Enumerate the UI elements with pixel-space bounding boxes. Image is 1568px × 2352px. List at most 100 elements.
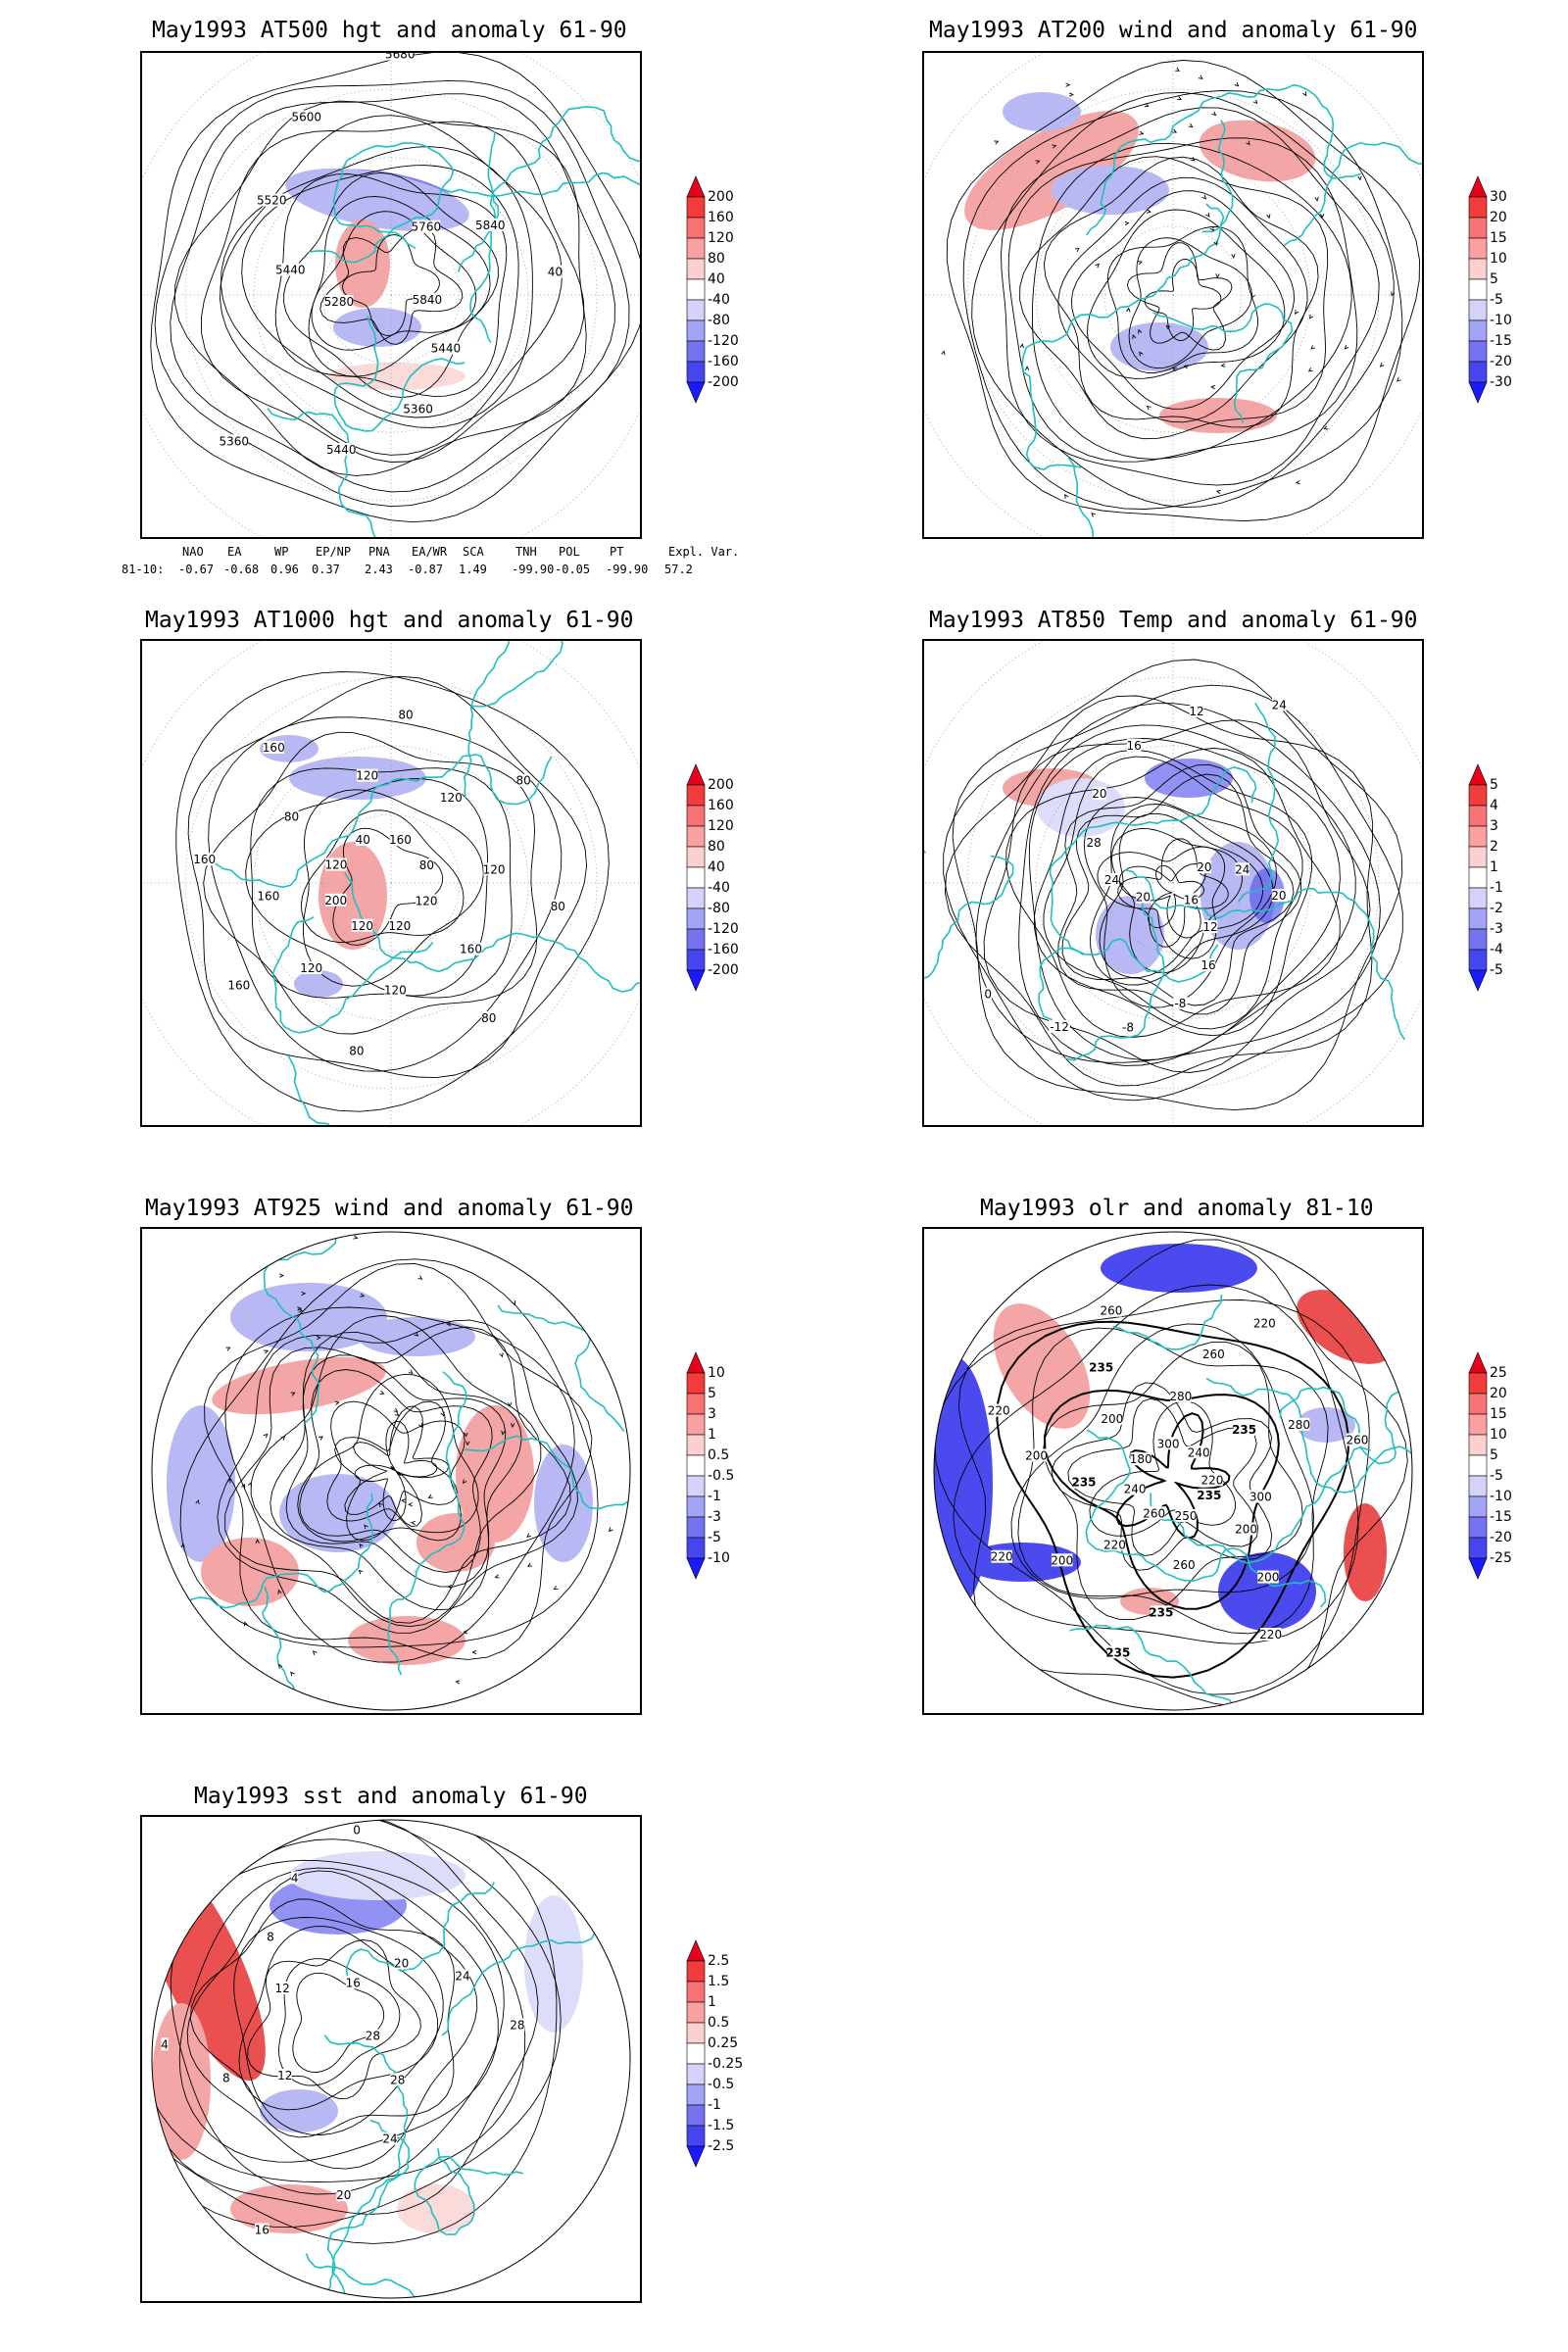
coastline bbox=[267, 408, 376, 537]
contour-label-bg bbox=[1049, 1019, 1070, 1033]
colorbar-label: 0.5 bbox=[708, 1447, 730, 1463]
contour-label: 20 bbox=[394, 1956, 409, 1970]
wind-arrow bbox=[1246, 140, 1250, 146]
wind-arrow bbox=[1165, 325, 1171, 330]
colorbar-swatch bbox=[686, 928, 706, 951]
colorbar-swatches bbox=[1468, 763, 1488, 992]
contour-label: 5280 bbox=[324, 295, 355, 309]
contour-line bbox=[1007, 137, 1358, 463]
colorbar-label: 1 bbox=[708, 1994, 716, 2010]
wind-arrow bbox=[353, 1235, 359, 1240]
contour-label: 80 bbox=[284, 809, 299, 823]
contour-label: 260 bbox=[1100, 1304, 1122, 1318]
contour-label: 260 bbox=[1143, 1506, 1165, 1520]
wind-arrow bbox=[379, 1390, 385, 1395]
wind-arrow bbox=[1172, 128, 1178, 133]
wind-arrow bbox=[1252, 99, 1258, 105]
contour-label: 220 bbox=[988, 1404, 1010, 1418]
contour-line bbox=[1117, 838, 1229, 948]
contour-line bbox=[245, 778, 488, 997]
contour-line bbox=[1043, 756, 1303, 1030]
contour-label: 5840 bbox=[475, 219, 506, 232]
panel-title: May1993 olr and anomaly 81-10 bbox=[980, 1196, 1374, 1221]
wind-arrow bbox=[1310, 345, 1316, 350]
contour-label-bg bbox=[366, 2029, 380, 2042]
wind-arrow bbox=[527, 1562, 532, 1567]
contour-label: 120 bbox=[388, 919, 411, 933]
colorbar-swatch bbox=[686, 278, 706, 301]
colorbar-swatch bbox=[1468, 1516, 1488, 1539]
contour-line bbox=[326, 1400, 466, 1542]
contour-line bbox=[274, 173, 508, 397]
contour-label-bg bbox=[255, 2223, 270, 2236]
contour-label-bg bbox=[1086, 836, 1102, 850]
wind-arrow bbox=[1215, 489, 1221, 495]
contour-label: 200 bbox=[1025, 1448, 1048, 1462]
colorbar-label: -1 bbox=[708, 1489, 721, 1504]
coastline bbox=[464, 1435, 630, 1544]
colorbar-swatch bbox=[1468, 928, 1488, 951]
contour-line bbox=[186, 1870, 478, 2170]
coastline bbox=[1067, 457, 1095, 537]
contour-label-bg bbox=[551, 899, 565, 912]
contour-label: 80 bbox=[516, 774, 531, 788]
colorbar-label: -15 bbox=[1490, 333, 1512, 349]
wind-arrow bbox=[1209, 226, 1214, 232]
contour-label-bg bbox=[1151, 1605, 1172, 1619]
contour-line bbox=[285, 1354, 507, 1588]
contour-label: 220 bbox=[1103, 1538, 1126, 1551]
anomaly-shading bbox=[230, 1283, 387, 1351]
colorbar-label: -3 bbox=[1490, 921, 1503, 937]
wind-arrow bbox=[280, 1435, 286, 1441]
anomaly-shading bbox=[397, 2184, 475, 2233]
contour-label-bg bbox=[416, 894, 437, 907]
map-rim bbox=[933, 1231, 1413, 1711]
colorbar-label: 10 bbox=[1490, 1427, 1507, 1443]
latitude-circle bbox=[1103, 225, 1243, 365]
colorbar-swatch bbox=[686, 887, 706, 909]
colorbar-label: -20 bbox=[1490, 354, 1512, 369]
colorbar-label: 1.5 bbox=[708, 1974, 730, 1989]
colorbar-swatch bbox=[686, 340, 706, 363]
colorbar-swatch bbox=[686, 2042, 706, 2065]
contour-label: 120 bbox=[351, 919, 373, 933]
contour-label-bg bbox=[1130, 1452, 1152, 1466]
wind-arrow bbox=[1211, 111, 1217, 117]
colorbar-swatch bbox=[1468, 1454, 1488, 1477]
contour-label: 5760 bbox=[412, 220, 442, 234]
contour-label-bg bbox=[1101, 1303, 1122, 1317]
contour-label-bg bbox=[382, 2132, 398, 2145]
contour-label-bg bbox=[385, 53, 415, 61]
colorbar-label: -0.5 bbox=[708, 1468, 735, 1484]
contour-label-bg bbox=[412, 220, 441, 233]
contour-label: 24 bbox=[1235, 862, 1250, 876]
contour-label-bg bbox=[1107, 1645, 1129, 1659]
contour-label-bg bbox=[991, 1549, 1012, 1563]
wind-arrow bbox=[941, 350, 946, 356]
contour-line bbox=[1144, 259, 1222, 341]
latitude-circle bbox=[321, 813, 461, 953]
contour-label: 235 bbox=[1105, 1645, 1130, 1659]
colorbar-label: -10 bbox=[708, 1550, 730, 1566]
coastline bbox=[387, 1371, 467, 1676]
colorbar-swatch bbox=[1468, 825, 1488, 848]
wind-arrow bbox=[417, 1423, 423, 1429]
tc-value: 0.37 bbox=[312, 563, 340, 576]
contour-label-bg bbox=[351, 918, 373, 932]
contour-line bbox=[224, 1326, 571, 1624]
contour-label: 80 bbox=[398, 709, 413, 722]
contour-line bbox=[1067, 1397, 1259, 1556]
coastline bbox=[1065, 892, 1165, 1061]
wind-arrow bbox=[1231, 253, 1236, 259]
contour-label-bg bbox=[1197, 860, 1212, 874]
colorbar-swatches bbox=[686, 1351, 706, 1580]
panel-title: May1993 AT200 wind and anomaly 61-90 bbox=[929, 18, 1418, 43]
contour-line bbox=[1043, 156, 1319, 428]
contour-label-bg bbox=[346, 1976, 361, 1989]
contour-label: 220 bbox=[1259, 1628, 1282, 1642]
colorbar-label: 25 bbox=[1490, 1365, 1507, 1381]
colorbar-top-triangle bbox=[1468, 175, 1488, 198]
wind-arrow bbox=[464, 1432, 468, 1438]
contour-line bbox=[1110, 827, 1243, 974]
contour-line bbox=[170, 1859, 505, 2195]
